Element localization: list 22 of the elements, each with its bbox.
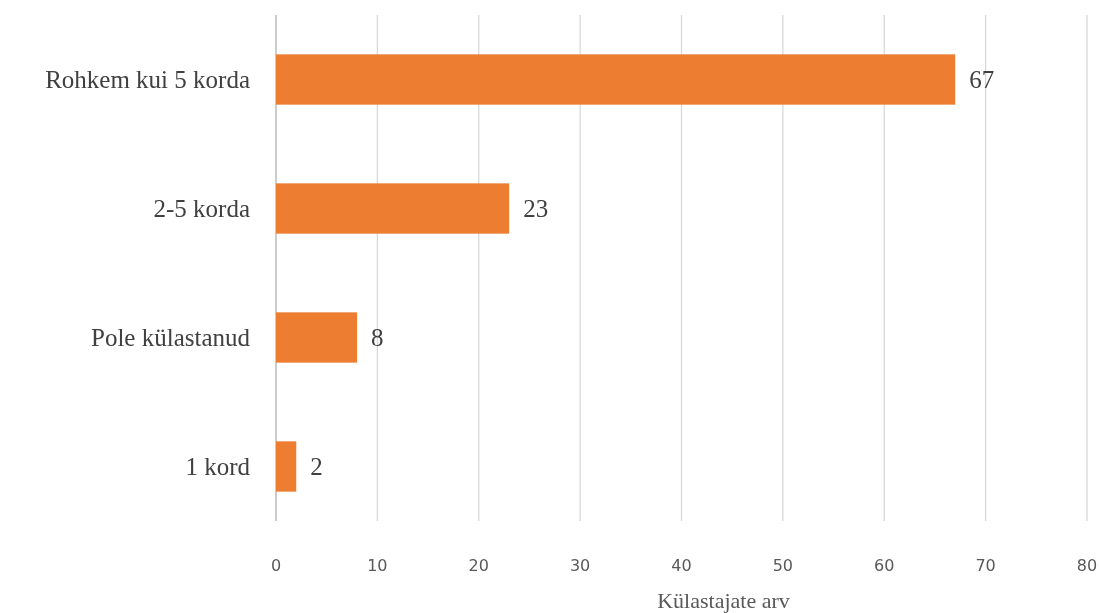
x-tick-label: 30 bbox=[569, 555, 591, 575]
x-tick-label: 50 bbox=[772, 555, 794, 575]
bar bbox=[276, 312, 358, 363]
x-tick-label: 70 bbox=[975, 555, 996, 575]
data-label: 2 bbox=[310, 453, 323, 481]
data-label: 23 bbox=[523, 195, 549, 223]
x-tick-label: 80 bbox=[1076, 555, 1098, 575]
y-tick-label: Rohkem kui 5 korda bbox=[45, 66, 250, 94]
x-tick-label: 20 bbox=[468, 555, 489, 575]
x-tick-label: 60 bbox=[874, 555, 895, 575]
bar bbox=[276, 54, 956, 105]
x-tick-label: 0 bbox=[270, 555, 282, 575]
x-axis-title: Külastajate arv bbox=[657, 587, 790, 613]
x-tick-label: 40 bbox=[671, 555, 692, 575]
y-tick-label: 2-5 korda bbox=[153, 195, 250, 223]
y-tick-label: 1 kord bbox=[185, 453, 251, 481]
data-label: 8 bbox=[371, 324, 384, 352]
data-label: 67 bbox=[969, 66, 995, 94]
bar bbox=[276, 441, 297, 492]
bar bbox=[276, 183, 510, 234]
x-tick-label: 10 bbox=[367, 555, 388, 575]
y-tick-label: Pole külastanud bbox=[90, 324, 251, 352]
